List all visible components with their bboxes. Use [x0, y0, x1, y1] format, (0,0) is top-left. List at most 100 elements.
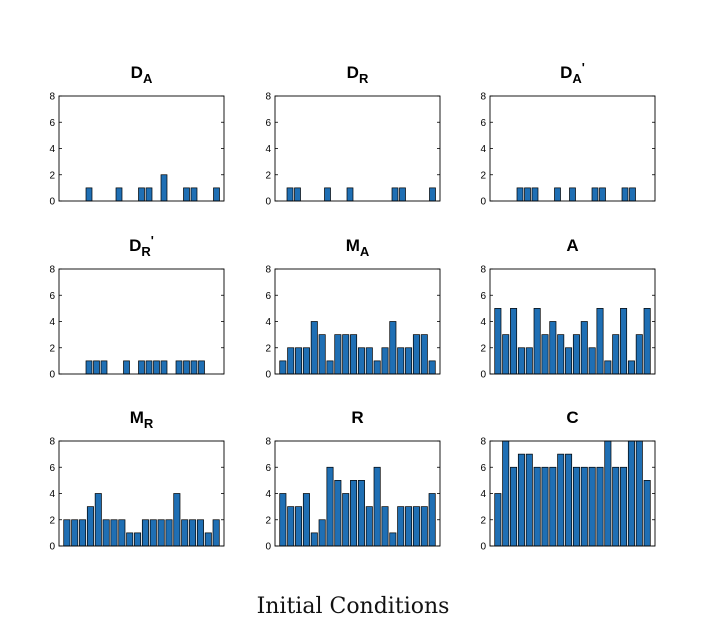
subplot-title: R [351, 408, 363, 427]
bar [295, 506, 303, 547]
bar [160, 360, 168, 375]
bar [588, 466, 596, 547]
subplot-2: 0 2 4 6 8 DR [265, 63, 441, 208]
bar [287, 506, 295, 547]
bar [429, 187, 436, 202]
bar [531, 187, 539, 202]
bar [86, 506, 94, 547]
subplot-title: MA [346, 236, 370, 259]
y-tick-label: 4 [265, 489, 271, 500]
title-base: M [130, 408, 144, 427]
bar [397, 506, 405, 547]
y-tick-label: 8 [49, 265, 55, 276]
title-subscript: R [359, 71, 369, 86]
title-base: D [347, 63, 359, 82]
y-tick-label: 2 [480, 343, 486, 354]
bar [334, 334, 342, 375]
axes-box [58, 268, 225, 375]
y-tick-label: 6 [265, 291, 271, 302]
y-tick-label: 4 [49, 489, 55, 500]
bar [604, 440, 612, 547]
bar [126, 532, 134, 547]
subplot-9: 0 2 4 6 8 C [480, 408, 656, 553]
bar [342, 334, 350, 375]
y-tick-label: 6 [480, 291, 486, 302]
y-tick-label: 8 [49, 437, 55, 448]
title-prime: ' [151, 233, 154, 248]
y-tick-label: 0 [265, 542, 271, 553]
axes-box [58, 95, 225, 202]
bar [591, 187, 599, 202]
bar [295, 347, 303, 375]
bar [510, 308, 518, 375]
bar [399, 187, 406, 202]
bar [71, 519, 79, 547]
bar [502, 440, 510, 547]
title-base: A [566, 236, 578, 255]
bar [565, 453, 573, 547]
bar [554, 187, 561, 202]
bar [190, 360, 198, 375]
bar [160, 174, 168, 202]
title-base: R [351, 408, 363, 427]
bar [596, 308, 604, 375]
y-tick-label: 0 [480, 370, 486, 381]
bar [93, 360, 100, 375]
bar [190, 187, 198, 202]
subplot-3: 0 2 4 6 8 DA' [480, 60, 656, 208]
y-tick-label: 4 [49, 144, 55, 155]
bar [294, 187, 301, 202]
bar [502, 334, 510, 375]
bar [517, 453, 525, 547]
bar [79, 519, 87, 547]
bar [397, 347, 405, 375]
bar [494, 308, 502, 375]
bar [334, 480, 342, 547]
bar [198, 360, 205, 375]
bar [94, 493, 102, 547]
bar [302, 347, 310, 375]
bar [183, 360, 190, 375]
bar [525, 347, 533, 375]
subplot-title: A [566, 236, 578, 255]
bar [110, 519, 118, 547]
bar [541, 334, 549, 375]
bar [635, 440, 643, 547]
bar [389, 321, 397, 375]
subplot-title: DA' [560, 60, 585, 86]
bar [620, 308, 628, 375]
bar [287, 347, 295, 375]
bar [549, 466, 557, 547]
y-tick-label: 8 [265, 437, 271, 448]
bar [134, 532, 142, 547]
bar [620, 466, 628, 547]
bar [572, 334, 580, 375]
bar [428, 493, 436, 547]
bar [157, 519, 165, 547]
y-tick-label: 4 [265, 317, 271, 328]
bar [138, 187, 145, 202]
title-base: D [560, 63, 572, 82]
bar [85, 187, 93, 202]
subplot-5: 0 2 4 6 8 MA [265, 236, 441, 381]
bar [365, 506, 373, 547]
bar [310, 532, 318, 547]
bar [145, 360, 153, 375]
axes-box [489, 95, 656, 202]
bar [63, 519, 71, 547]
title-subscript: A [360, 244, 370, 259]
y-tick-label: 6 [265, 118, 271, 129]
bar [629, 187, 636, 202]
bar [279, 493, 287, 547]
title-base: M [346, 236, 360, 255]
bar [565, 347, 573, 375]
y-tick-label: 6 [480, 118, 486, 129]
subplot-4: 0 2 4 6 8 DR' [49, 233, 225, 381]
title-subscript: A [143, 71, 153, 86]
bar [572, 466, 580, 547]
bar [549, 321, 557, 375]
subplot-title: DA [131, 63, 153, 86]
y-tick-label: 0 [265, 370, 271, 381]
bar [350, 480, 358, 547]
title-base: D [129, 236, 141, 255]
